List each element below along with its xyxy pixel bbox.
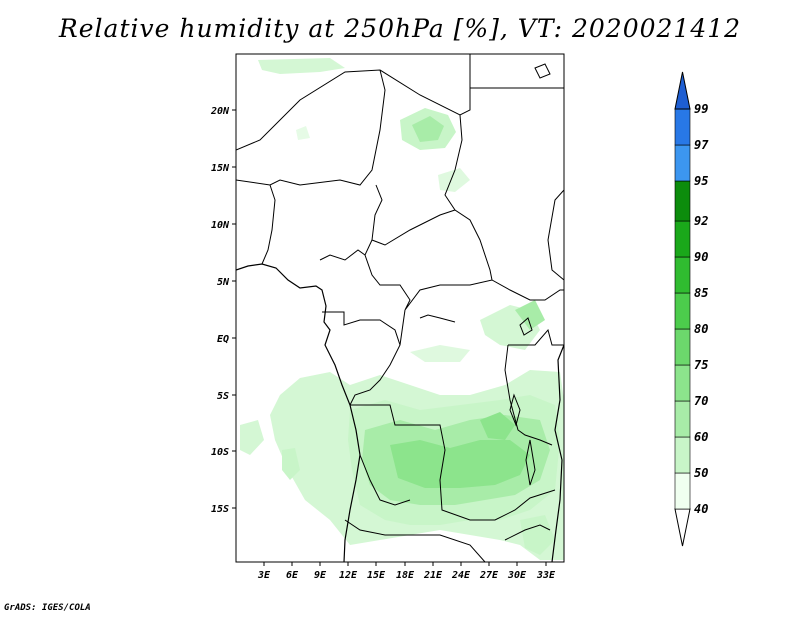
colorbar-label: 75	[694, 358, 708, 372]
lon-tick-label: 24E	[451, 570, 471, 581]
map-frame	[235, 53, 565, 563]
lon-tick-label: 12E	[339, 570, 358, 581]
border-line	[508, 328, 564, 346]
humidity-patch	[282, 448, 300, 480]
colorbar-label: 99	[694, 102, 708, 116]
colorbar-segment	[674, 292, 691, 330]
colorbar-segment	[674, 436, 691, 474]
border-line	[547, 189, 564, 281]
humidity-patch	[296, 126, 310, 140]
border-line	[261, 184, 276, 265]
lake-outline	[509, 393, 521, 427]
humidity-patch	[515, 300, 545, 330]
lat-tick-label: 15S	[211, 504, 229, 515]
colorbar-label: 80	[694, 322, 708, 336]
lat-tick-label: 5N	[217, 277, 230, 288]
colorbar-segment	[674, 256, 691, 294]
colorbar-label: 60	[694, 430, 708, 444]
humidity-patch	[520, 515, 555, 555]
coastline-east-africa	[551, 344, 564, 562]
border-line	[504, 344, 553, 446]
colorbar-segment	[674, 400, 691, 438]
lon-tick-label: 30E	[507, 570, 527, 581]
lake-outline	[525, 439, 536, 486]
colorbar-segment	[674, 220, 691, 258]
lat-tick-label: EQ	[217, 334, 229, 345]
border-line	[364, 239, 564, 311]
border-line	[344, 519, 486, 562]
border-line	[319, 249, 366, 261]
humidity-patch	[390, 440, 530, 488]
lon-tick-label: 6E	[286, 570, 299, 581]
colorbar-label: 85	[694, 286, 708, 300]
border-line	[359, 454, 411, 506]
colorbar-label: 92	[694, 214, 708, 228]
lon-tick-label: 33E	[536, 570, 556, 581]
lon-tick-label: 27E	[479, 570, 499, 581]
map-borders	[236, 54, 564, 562]
border-line	[444, 114, 493, 281]
lon-tick-label: 3E	[257, 570, 271, 581]
border-line	[350, 404, 556, 521]
colorbar-segment	[674, 472, 691, 510]
lon-tick-label: 9E	[314, 570, 327, 581]
humidity-patch	[258, 58, 345, 74]
lon-tick-label: 18E	[396, 570, 415, 581]
lon-tick-label: 15E	[367, 570, 386, 581]
colorbar-segment	[674, 328, 691, 366]
border-line	[379, 54, 471, 116]
colorbar-top-arrow	[674, 71, 691, 110]
colorbar-label: 90	[694, 250, 708, 264]
humidity-patch	[438, 168, 470, 192]
border-line	[504, 524, 551, 541]
lat-axis: 20N 15N 10N 5N EQ 5S 10S 15S	[210, 106, 236, 515]
lat-tick-label: 15N	[211, 163, 230, 174]
lon-axis: 3E 6E 9E 12E 15E 18E 21E 24E 27E 30E 33E	[257, 562, 556, 581]
colorbar-segment	[674, 144, 691, 182]
lat-tick-label: 20N	[210, 106, 230, 117]
lake-outline	[519, 317, 533, 336]
colorbar-label: 95	[694, 174, 708, 188]
border-line	[534, 63, 551, 79]
colorbar-label: 50	[694, 466, 708, 480]
lon-tick-label: 21E	[423, 570, 443, 581]
colorbar-label: 40	[694, 502, 708, 516]
humidity-patch	[240, 420, 264, 455]
colorbar-segment	[674, 364, 691, 402]
colorbar-segment	[674, 180, 691, 222]
colorbar-segment	[674, 108, 691, 146]
grads-credit: GrADS: IGES/COLA	[4, 603, 91, 613]
humidity-patch	[410, 345, 470, 362]
colorbar-label: 70	[694, 394, 708, 408]
lat-tick-label: 5S	[217, 391, 229, 402]
border-line	[371, 184, 456, 246]
border-line	[399, 309, 406, 346]
lat-tick-label: 10S	[211, 447, 229, 458]
humidity-patch	[412, 116, 444, 142]
colorbar-bottom-arrow	[674, 508, 691, 547]
coastline-west-africa	[236, 263, 361, 562]
border-line	[236, 69, 386, 186]
humidity-shading	[240, 58, 564, 560]
map-title: Relative humidity at 250hPa [%], VT: 202…	[58, 14, 742, 43]
lat-tick-label: 10N	[211, 220, 230, 231]
border-line	[419, 314, 456, 323]
humidity-patch	[480, 412, 515, 440]
border-line	[322, 311, 401, 406]
colorbar: 40 50 60 70 75 80 85 90 92 95 97 99	[674, 71, 709, 547]
colorbar-label: 97	[694, 138, 709, 152]
